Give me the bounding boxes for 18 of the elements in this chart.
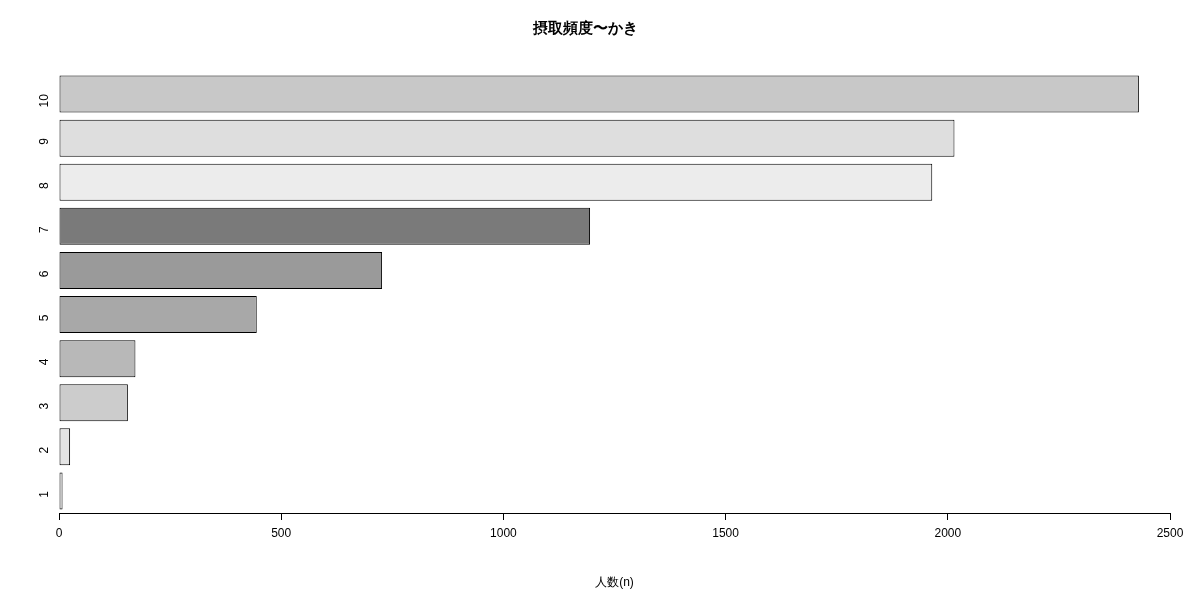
y-tick-label: 6 [37,270,52,278]
y-tick-label: 8 [37,181,52,189]
x-tick-label: 1500 [712,525,740,540]
y-tick-label: 7 [37,226,52,234]
y-tick-label: 1 [37,490,52,498]
x-tick-label: 1000 [490,525,518,540]
x-tick-label: 0 [55,525,63,540]
y-tick-label: 9 [37,137,52,145]
x-tick-label: 2000 [934,525,962,540]
y-tick-label: 4 [37,358,52,366]
y-tick-label: 10 [37,93,52,108]
chart-title: 摂取頻度〜かき [531,19,638,37]
x-tick-label: 500 [271,525,292,540]
y-tick-label: 3 [37,402,52,410]
y-tick-label: 2 [37,446,52,454]
x-axis-title: 人数(n) [595,575,634,590]
y-tick-label: 5 [37,314,52,322]
x-tick-label: 2500 [1156,525,1184,540]
